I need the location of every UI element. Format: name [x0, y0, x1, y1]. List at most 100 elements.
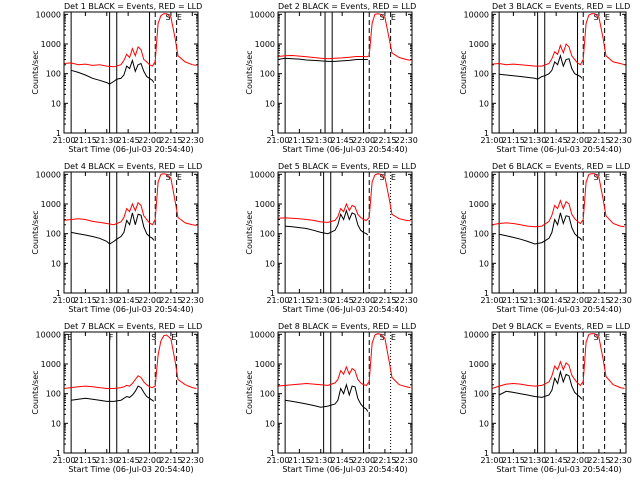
x-tick-label: 21:15 [288, 136, 311, 145]
lld-series-line [63, 173, 197, 226]
y-tick-label: 100 [260, 230, 275, 239]
events-series-line [71, 385, 155, 402]
x-tick-label: 21:45 [545, 136, 568, 145]
marker-letter: S [380, 173, 385, 182]
x-tick-label: 22:15 [159, 296, 182, 305]
plot-frame [491, 331, 627, 454]
y-tick-label: 10000 [36, 330, 61, 339]
x-tick-label: 22:00 [138, 456, 161, 465]
x-tick-label: 21:15 [502, 136, 525, 145]
x-tick-label: 22:00 [566, 296, 589, 305]
y-tick-label: 1000 [41, 40, 61, 49]
y-tick-label: 1 [56, 289, 61, 298]
y-tick-label: 1 [484, 289, 489, 298]
y-tick-label: 1000 [41, 200, 61, 209]
x-tick-label: 21:15 [74, 136, 97, 145]
marker-letter: E [391, 13, 396, 22]
panel-title: Det 4 BLACK = Events, RED = LLD [64, 162, 202, 171]
x-tick-label: 22:30 [181, 456, 204, 465]
panel-title: Det 9 BLACK = Events, RED = LLD [492, 322, 630, 331]
y-axis-label: Counts/sec [31, 210, 40, 254]
y-tick-label: 10000 [36, 170, 61, 179]
x-tick-label: 21:30 [523, 456, 546, 465]
y-axis-label: Counts/sec [245, 50, 254, 94]
events-series-line [499, 54, 583, 80]
x-tick-label: 22:15 [587, 296, 610, 305]
y-tick-label: 10000 [250, 170, 275, 179]
panel-8: Det 8 BLACK = Events, RED = LLD 1 10 100 100… [245, 322, 418, 474]
events-series-line [498, 212, 583, 245]
y-axis-label: Counts/sec [459, 50, 468, 94]
y-tick-label: 1 [56, 449, 61, 458]
x-tick-label: 21:45 [331, 456, 354, 465]
x-tick-label: 21:45 [545, 456, 568, 465]
y-tick-label: 1000 [255, 200, 275, 209]
x-tick-label: 21:15 [74, 296, 97, 305]
marker-letter: S [166, 173, 171, 182]
y-tick-label: 100 [260, 390, 275, 399]
marker-letter: E [605, 173, 610, 182]
panel-title: Det 5 BLACK = Events, RED = LLD [278, 162, 416, 171]
events-series-line [285, 382, 369, 412]
marker-letter: E [177, 13, 182, 22]
x-tick-label: 22:00 [352, 136, 375, 145]
y-tick-label: 1000 [255, 360, 275, 369]
x-tick-label: 22:15 [159, 456, 182, 465]
x-axis-label: Start Time (06-Jul-03 20:54:40) [68, 465, 193, 474]
x-tick-label: 21:15 [288, 296, 311, 305]
y-tick-label: 100 [474, 230, 489, 239]
x-tick-label: 21:45 [117, 456, 140, 465]
panel-3: Det 3 BLACK = Events, RED = LLD 1 10 100 100… [459, 2, 632, 154]
x-tick-label: 21:15 [502, 296, 525, 305]
x-tick-label: 21:30 [95, 296, 118, 305]
x-tick-label: 22:30 [609, 136, 632, 145]
x-tick-label: 21:30 [523, 136, 546, 145]
lld-series-line [277, 13, 411, 61]
x-axis-label: Start Time (06-Jul-03 20:54:40) [282, 145, 407, 154]
y-tick-label: 1 [56, 129, 61, 138]
y-tick-label: 10 [479, 419, 489, 428]
y-tick-label: 10000 [464, 330, 489, 339]
panel-title: Det 6 BLACK = Events, RED = LLD [492, 162, 630, 171]
marker-letter: S [380, 13, 385, 22]
plot-frame [491, 171, 627, 294]
marker-letter: S [594, 173, 599, 182]
x-tick-label: 21:00 [480, 296, 503, 305]
plot-frame [491, 11, 627, 134]
x-tick-label: 22:30 [395, 456, 418, 465]
panel-title: Det 7 BLACK = Events, RED = LLD [64, 322, 202, 331]
panel-title: Det 2 BLACK = Events, RED = LLD [278, 2, 416, 11]
y-axis-label: Counts/sec [245, 210, 254, 254]
events-series-line [498, 369, 583, 400]
x-tick-label: 21:45 [331, 136, 354, 145]
panel-9: Det 9 BLACK = Events, RED = LLD 1 10 100 100… [459, 322, 632, 474]
y-tick-label: 10000 [250, 10, 275, 19]
x-tick-label: 21:30 [309, 296, 332, 305]
lld-series-line [491, 13, 625, 67]
x-tick-label: 22:15 [587, 136, 610, 145]
plot-frame [63, 171, 199, 294]
lld-series-line [277, 333, 411, 389]
panel-title: Det 1 BLACK = Events, RED = LLD [64, 2, 202, 11]
y-tick-label: 10 [265, 419, 275, 428]
plot-frame [277, 331, 413, 454]
y-tick-label: 100 [474, 390, 489, 399]
x-tick-label: 22:30 [181, 136, 204, 145]
y-tick-label: 100 [260, 70, 275, 79]
x-tick-label: 22:00 [138, 296, 161, 305]
panel-1: Det 1 BLACK = Events, RED = LLD 1 10 100 100… [31, 2, 204, 154]
y-tick-label: 10 [265, 99, 275, 108]
events-series-line [71, 212, 155, 245]
marker-letter: S [151, 333, 156, 342]
y-tick-label: 10000 [464, 170, 489, 179]
y-tick-label: 100 [46, 230, 61, 239]
y-tick-label: 1 [484, 449, 489, 458]
x-tick-label: 21:45 [117, 296, 140, 305]
x-axis-label: Start Time (06-Jul-03 20:54:40) [282, 465, 407, 474]
x-tick-label: 22:30 [609, 456, 632, 465]
x-tick-label: 22:00 [138, 136, 161, 145]
x-tick-label: 22:00 [352, 296, 375, 305]
marker-letter: S [380, 333, 385, 342]
marker-letter: S [166, 13, 171, 22]
